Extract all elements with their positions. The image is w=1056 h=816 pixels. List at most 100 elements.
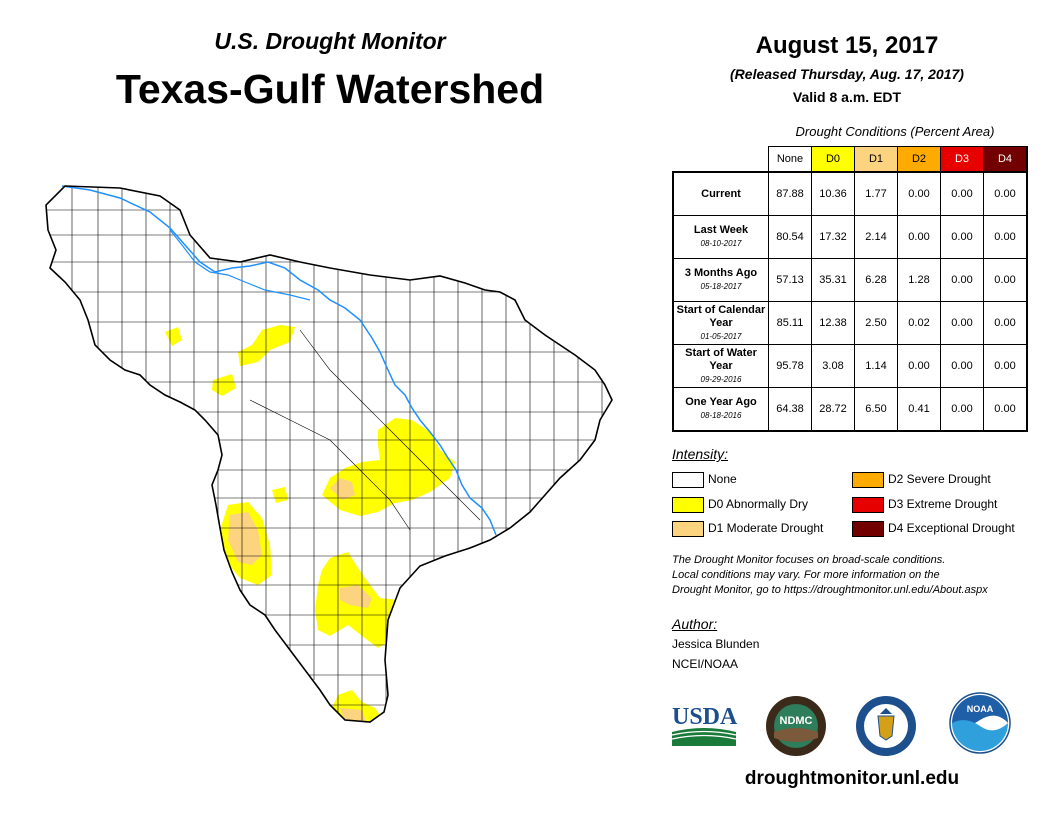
table-cell: 0.00 <box>940 171 984 216</box>
table-cell: 17.32 <box>811 215 855 259</box>
table-cell: 85.11 <box>768 301 812 345</box>
commerce-seal-logo <box>856 696 916 756</box>
table-cell: 0.00 <box>983 171 1028 216</box>
d1-area-valley <box>340 708 366 722</box>
d0-area-west-4 <box>272 487 288 503</box>
county-boundaries <box>46 186 612 722</box>
legend-item-none: None <box>672 471 737 488</box>
table-cell: 0.00 <box>897 171 941 216</box>
d0-area-west-2 <box>165 327 182 346</box>
col-d4: D4 <box>983 146 1028 173</box>
table-cell: 2.14 <box>854 215 898 259</box>
table-cell: 0.00 <box>940 301 984 345</box>
table-cell: 0.00 <box>983 301 1028 345</box>
table-row: Current 87.88 10.36 1.77 0.00 0.00 0.00 <box>672 171 1028 216</box>
drought-monitor-note: The Drought Monitor focuses on broad-sca… <box>672 554 988 596</box>
table-cell: 28.72 <box>811 387 855 432</box>
intensity-heading: Intensity: <box>672 446 729 462</box>
row-label: One Year Ago 08-18-2016 <box>672 387 769 432</box>
legend-swatch <box>852 520 884 537</box>
svg-text:NDMC: NDMC <box>780 715 813 727</box>
row-label: Start of Water Year 09-29-2016 <box>672 344 769 388</box>
col-none: None <box>768 146 812 173</box>
table-cell: 6.50 <box>854 387 898 432</box>
col-d2: D2 <box>897 146 941 173</box>
table-corner <box>673 147 769 173</box>
table-cell: 10.36 <box>811 171 855 216</box>
map-subtitle: U.S. Drought Monitor <box>214 28 446 54</box>
table-cell: 6.28 <box>854 258 898 302</box>
legend-swatch <box>672 471 704 488</box>
release-date: (Released Thursday, Aug. 17, 2017) <box>730 66 964 82</box>
table-cell: 57.13 <box>768 258 812 302</box>
d1-area-southwest <box>228 512 262 565</box>
table-cell: 35.31 <box>811 258 855 302</box>
noaa-logo: NOAA <box>949 692 1011 754</box>
table-cell: 0.00 <box>983 387 1028 432</box>
table-cell: 0.00 <box>940 258 984 302</box>
table-row: Last Week 08-10-2017 80.54 17.32 2.14 0.0… <box>672 215 1028 259</box>
table-cell: 1.77 <box>854 171 898 216</box>
d1-area-south <box>340 585 372 608</box>
d0-area-central <box>322 418 455 516</box>
legend-item-d4: D4 Exceptional Drought <box>852 520 1015 537</box>
usda-logo: USDA <box>671 704 738 746</box>
table-cell: 95.78 <box>768 344 812 388</box>
row-label: 3 Months Ago 05-18-2017 <box>672 258 769 302</box>
table-cell: 0.00 <box>940 344 984 388</box>
table-cell: 1.28 <box>897 258 941 302</box>
website-link[interactable]: droughtmonitor.unl.edu <box>744 768 960 789</box>
svg-text:USDA: USDA <box>672 704 738 730</box>
legend-swatch <box>672 496 704 513</box>
table-row: 3 Months Ago 05-18-2017 57.13 35.31 6.28 … <box>672 258 1028 302</box>
table-header-row: None D0 D1 D2 D3 D4 <box>673 146 1028 173</box>
d0-area-west-1 <box>238 325 295 366</box>
table-cell: 1.14 <box>854 344 898 388</box>
table-cell: 0.00 <box>983 215 1028 259</box>
map-date: August 15, 2017 <box>755 32 939 59</box>
d1-area-central <box>330 478 355 500</box>
col-d1: D1 <box>854 146 898 173</box>
ndmc-logo: NDMC <box>766 696 826 756</box>
legend-item-d1: D1 Moderate Drought <box>672 520 823 537</box>
legend-swatch <box>852 496 884 513</box>
drought-conditions-table: None D0 D1 D2 D3 D4 Current 87.88 10.36 … <box>672 146 1028 432</box>
row-label: Last Week 08-10-2017 <box>672 215 769 259</box>
table-row: Start of Calendar Year 01-05-2017 85.11 1… <box>672 301 1028 345</box>
table-cell: 0.00 <box>983 258 1028 302</box>
table-cell: 0.00 <box>983 344 1028 388</box>
svg-text:NOAA: NOAA <box>967 704 994 714</box>
row-label: Current <box>672 171 769 216</box>
table-cell: 0.00 <box>940 387 984 432</box>
table-cell: 3.08 <box>811 344 855 388</box>
table-cell: 0.00 <box>897 344 941 388</box>
author-organization: NCEI/NOAA <box>672 657 739 671</box>
col-d0: D0 <box>811 146 855 173</box>
table-row: Start of Water Year 09-29-2016 95.78 3.08… <box>672 344 1028 388</box>
valid-time: Valid 8 a.m. EDT <box>792 89 902 105</box>
table-cell: 2.50 <box>854 301 898 345</box>
table-cell: 0.02 <box>897 301 941 345</box>
legend-item-d0: D0 Abnormally Dry <box>672 496 808 513</box>
table-cell: 0.00 <box>940 215 984 259</box>
author-name: Jessica Blunden <box>672 637 760 651</box>
table-cell: 12.38 <box>811 301 855 345</box>
river-main <box>61 185 497 536</box>
table-cell: 0.00 <box>897 215 941 259</box>
drought-areas <box>46 186 612 722</box>
row-label: Start of Calendar Year 01-05-2017 <box>672 301 769 345</box>
table-cell: 80.54 <box>768 215 812 259</box>
map-title: Texas-Gulf Watershed <box>115 66 545 112</box>
table-cell: 87.88 <box>768 171 812 216</box>
col-d3: D3 <box>940 146 984 173</box>
table-cell: 0.41 <box>897 387 941 432</box>
watershed-outline <box>45 185 613 723</box>
table-caption: Drought Conditions (Percent Area) <box>795 124 995 139</box>
legend-item-d3: D3 Extreme Drought <box>852 496 997 513</box>
watershed-map <box>45 185 613 723</box>
legend-item-d2: D2 Severe Drought <box>852 471 991 488</box>
author-heading: Author: <box>672 616 718 632</box>
river-branch <box>169 229 311 301</box>
table-row: One Year Ago 08-18-2016 64.38 28.72 6.50 … <box>672 387 1028 432</box>
legend-swatch <box>852 471 884 488</box>
